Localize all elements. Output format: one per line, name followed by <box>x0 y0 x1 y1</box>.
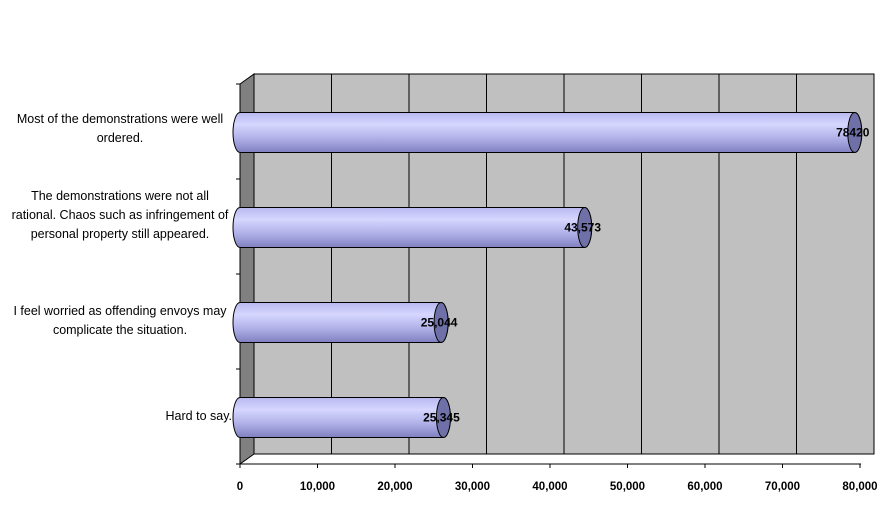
bar-cap <box>847 112 863 153</box>
data-label: 43,573 <box>564 221 601 235</box>
data-label: 78420 <box>836 126 870 140</box>
x-tick-label: 20,000 <box>377 481 412 493</box>
x-tick-label: 60,000 <box>687 481 722 493</box>
bar-cap <box>577 207 593 248</box>
x-tick-label: 50,000 <box>610 481 645 493</box>
bar-body <box>232 397 451 438</box>
x-tick-label: 40,000 <box>532 481 567 493</box>
bar <box>232 302 449 343</box>
bar-body <box>232 112 863 153</box>
bar-body <box>232 302 449 343</box>
category-label: The demonstrations were not all rational… <box>11 189 229 241</box>
x-tick-label: 80,000 <box>842 481 877 493</box>
category-label: I feel worried as offending envoys may c… <box>13 304 227 337</box>
data-label: 25,044 <box>421 316 458 330</box>
bar-cap <box>433 302 449 343</box>
data-labels: 78420 43,573 25,044 25,345 <box>421 126 870 425</box>
bar <box>232 397 451 438</box>
bar <box>232 112 863 153</box>
bars <box>232 112 863 438</box>
x-tick-label: 30,000 <box>455 481 490 493</box>
category-label: Hard to say. <box>165 409 232 423</box>
bar <box>232 207 593 248</box>
x-tick-labels: 0 10,000 20,000 30,000 40,000 50,000 60,000 70,… <box>237 481 878 493</box>
bar-cap <box>435 397 451 438</box>
data-label: 25,345 <box>423 411 460 425</box>
category-label: Most of the demonstrations were well ord… <box>16 112 224 145</box>
x-tick-label: 10,000 <box>300 481 335 493</box>
x-tick-label: 0 <box>237 481 243 493</box>
x-tick-label: 70,000 <box>765 481 800 493</box>
bar-body <box>232 207 593 248</box>
